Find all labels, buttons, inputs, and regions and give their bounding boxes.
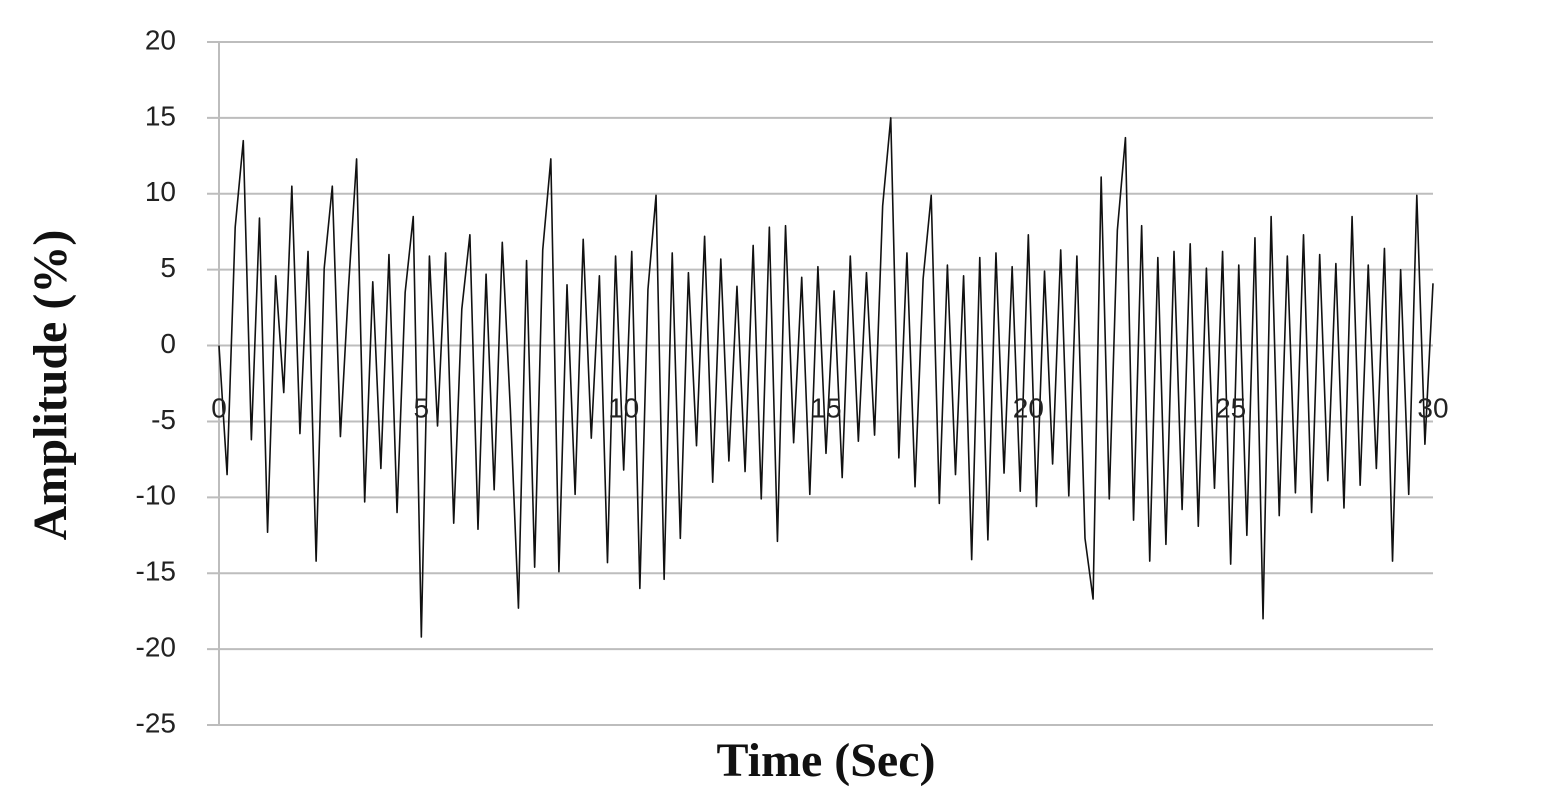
x-tick-label: 10 xyxy=(608,392,639,423)
x-tick-label: 20 xyxy=(1013,392,1044,423)
y-tick-label: -10 xyxy=(136,480,176,511)
y-tick-label: 5 xyxy=(160,252,176,283)
y-tick-label: 20 xyxy=(145,24,176,55)
x-axis-title: Time (Sec) xyxy=(716,734,935,787)
x-tick-label: 0 xyxy=(211,392,227,423)
y-tick-label: -15 xyxy=(136,556,176,587)
y-tick-label: 0 xyxy=(160,328,176,359)
data-line xyxy=(218,117,1434,638)
x-tick-label: 5 xyxy=(414,392,430,423)
y-tick-label: -25 xyxy=(136,707,176,738)
y-tick-label: -20 xyxy=(136,632,176,663)
y-tick-label: 15 xyxy=(145,100,176,131)
x-tick-label: 25 xyxy=(1215,392,1246,423)
y-tick-label: -5 xyxy=(151,404,176,435)
x-tick-label: 15 xyxy=(810,392,841,423)
x-tick-label: 30 xyxy=(1417,392,1448,423)
y-axis-title: Amplitude (%) xyxy=(24,230,77,541)
y-tick-label: 10 xyxy=(145,176,176,207)
